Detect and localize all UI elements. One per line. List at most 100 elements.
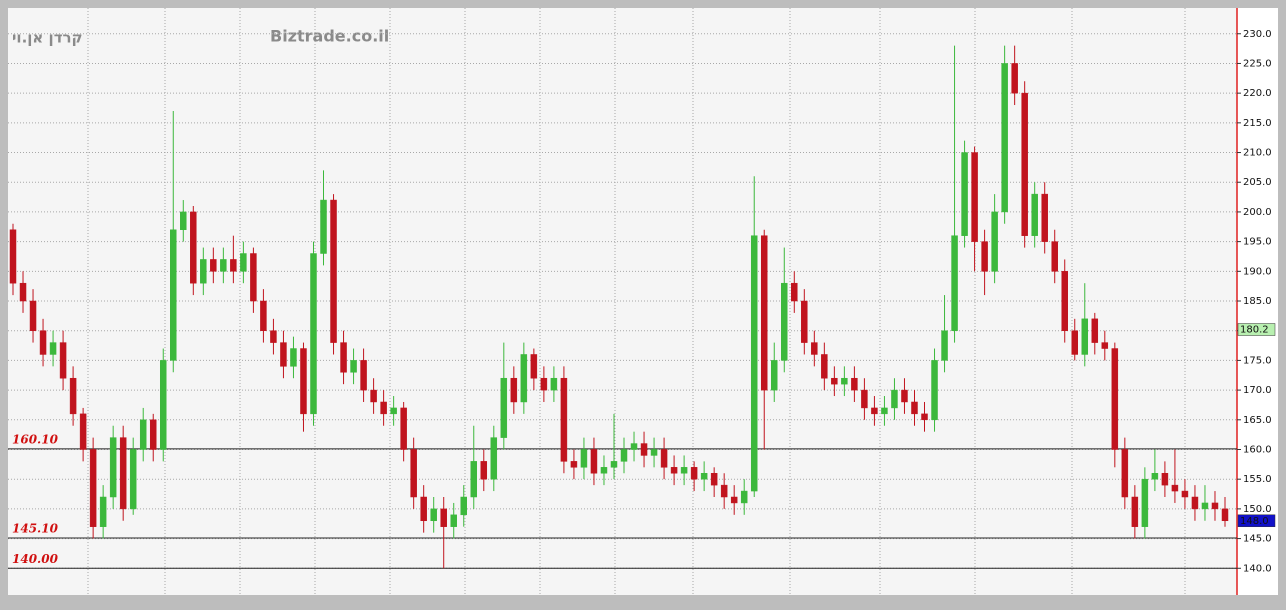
candle-body xyxy=(19,282,27,302)
y-tick-label: 205.0 xyxy=(1243,177,1272,188)
candle-body xyxy=(49,342,57,355)
candle-body xyxy=(180,211,187,230)
candle-body xyxy=(1171,484,1179,492)
candle-body xyxy=(580,449,588,468)
candle-body xyxy=(650,449,658,456)
candle-body xyxy=(420,496,427,522)
candle-body xyxy=(730,496,738,504)
candle-body xyxy=(1201,502,1209,510)
candle-body xyxy=(210,259,217,272)
candle-body xyxy=(971,152,978,242)
price-marker-label: 180.2 xyxy=(1240,325,1269,336)
candle-body xyxy=(440,508,447,527)
candle-body xyxy=(991,211,998,272)
candle-body xyxy=(660,449,668,468)
candle-body xyxy=(1001,63,1008,213)
candle-body xyxy=(1211,502,1219,510)
y-tick-label: 140.0 xyxy=(1243,563,1272,574)
candle-body xyxy=(159,360,167,450)
candle-body xyxy=(921,413,928,421)
axis-panel xyxy=(1237,8,1278,595)
candle-body xyxy=(821,354,828,379)
candle-body xyxy=(430,508,437,522)
candle-body xyxy=(811,342,818,355)
candle-body xyxy=(39,330,47,355)
candle-body xyxy=(350,360,357,373)
level-label: 160.10 xyxy=(12,432,59,446)
y-tick-label: 210.0 xyxy=(1243,148,1272,159)
candle-body xyxy=(340,342,347,373)
candle-body xyxy=(901,389,908,403)
candle-body xyxy=(1191,496,1199,510)
candle-body xyxy=(951,235,958,331)
candle-body xyxy=(881,407,888,415)
level-label: 140.00 xyxy=(12,552,59,566)
candle-body xyxy=(500,377,508,438)
candle-body xyxy=(1051,241,1058,272)
y-tick-label: 170.0 xyxy=(1243,385,1272,396)
y-tick-label: 145.0 xyxy=(1243,534,1272,545)
candle-body xyxy=(1021,92,1028,236)
candle-body xyxy=(1081,318,1089,355)
candle-body xyxy=(29,300,37,331)
candle-body xyxy=(740,490,748,504)
candle-body xyxy=(69,377,77,415)
candle-body xyxy=(330,199,337,343)
candle-body xyxy=(1151,472,1159,480)
candle-body xyxy=(1091,318,1099,343)
candle-body xyxy=(1111,348,1119,450)
candle-body xyxy=(771,360,778,391)
price-marker-label: 148.0 xyxy=(1240,516,1269,527)
candle-body xyxy=(220,259,227,272)
candle-body xyxy=(600,467,608,474)
candle-body xyxy=(590,449,598,474)
candle-body xyxy=(620,449,628,462)
candle-body xyxy=(139,419,147,450)
site-name: Biztrade.co.il xyxy=(270,27,389,46)
candle-body xyxy=(380,401,387,415)
candle-body xyxy=(700,472,708,480)
y-tick-label: 160.0 xyxy=(1243,444,1272,455)
y-tick-label: 195.0 xyxy=(1243,237,1272,248)
candle-body xyxy=(390,407,397,415)
candle-body xyxy=(260,300,267,331)
candle-body xyxy=(400,407,407,450)
y-tick-label: 185.0 xyxy=(1243,296,1272,307)
candle-body xyxy=(941,330,948,361)
chart-title: קרדן אן.וי xyxy=(12,29,83,47)
level-label: 145.10 xyxy=(12,521,59,535)
candle-body xyxy=(360,360,367,391)
candle-body xyxy=(670,467,678,474)
candle-body xyxy=(640,443,648,456)
y-tick-label: 200.0 xyxy=(1243,207,1272,218)
candle-body xyxy=(79,413,87,450)
candle-body xyxy=(250,253,257,302)
candle-body xyxy=(560,377,568,462)
candle-body xyxy=(310,253,317,415)
y-tick-label: 165.0 xyxy=(1243,415,1272,426)
candle-body xyxy=(59,342,67,379)
y-tick-label: 155.0 xyxy=(1243,474,1272,485)
candle-body xyxy=(450,514,457,527)
candle-body xyxy=(1011,63,1018,94)
y-tick-label: 190.0 xyxy=(1243,266,1272,277)
candle-body xyxy=(520,354,528,403)
candle-body xyxy=(781,282,788,361)
y-tick-label: 230.0 xyxy=(1243,29,1272,40)
candle-body xyxy=(240,253,247,272)
candle-body xyxy=(1101,342,1109,349)
candle-body xyxy=(410,449,417,498)
candle-body xyxy=(710,472,718,486)
candle-body xyxy=(791,282,798,302)
candle-body xyxy=(190,211,197,284)
candle-body xyxy=(911,401,918,415)
price-marker xyxy=(1237,323,1276,336)
candle-body xyxy=(1141,478,1149,527)
candle-body xyxy=(550,377,558,391)
y-tick-label: 215.0 xyxy=(1243,118,1272,129)
candle-body xyxy=(1161,472,1169,486)
candle-body xyxy=(540,377,548,391)
candle-body xyxy=(931,360,938,421)
candle-body xyxy=(610,461,618,468)
